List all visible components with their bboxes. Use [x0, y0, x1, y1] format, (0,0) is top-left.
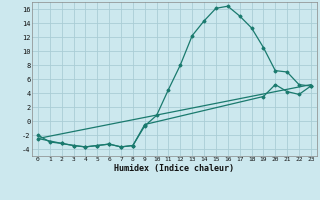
X-axis label: Humidex (Indice chaleur): Humidex (Indice chaleur): [115, 164, 234, 173]
